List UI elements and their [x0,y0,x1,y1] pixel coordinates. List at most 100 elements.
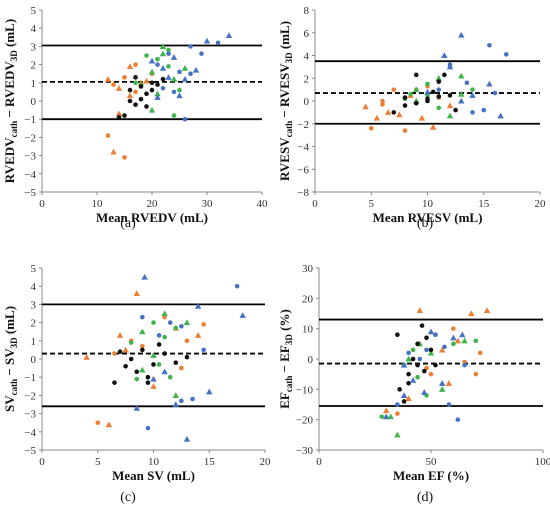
black-point [410,356,416,362]
y-axis-label: SVcath − SV3D (mL) [2,306,19,412]
black-point [134,369,140,375]
panel-label-d: (d) [416,490,434,505]
y-tick-label: 30 [302,263,314,275]
black-point [402,103,408,108]
orange-point [184,338,190,344]
orange-point [140,343,145,349]
blue-point [446,402,452,407]
black-point [144,91,149,97]
chart-c: −5 −4 −3 −2 −1 0 1 2 3 4 5 0 5 10 15 20 Mean SV (mL) SVca… [2,263,271,483]
blue-point [446,63,454,70]
blue-point [167,320,173,325]
blue-point [141,273,148,280]
black-point [144,104,149,109]
x-tick-label: 50 [426,456,438,468]
x-tick-label: 0 [39,456,45,468]
blue-point [436,87,442,92]
blue-point [406,350,411,356]
green-point [458,90,465,97]
green-point [379,414,385,419]
blue-point [409,377,417,383]
blue-point [225,32,233,39]
blue-point [165,74,172,80]
orange-point [395,411,400,416]
blue-point [148,57,156,64]
green-point [173,325,179,331]
panel-c: −5 −4 −3 −2 −1 0 1 2 3 4 5 0 5 10 15 20 Mean SV (mL) SVca… [0,258,275,483]
blue-point [201,347,206,353]
blue-point [192,66,200,73]
orange-point [105,421,113,428]
black-point [406,380,411,386]
y-tick-label: −1 [24,114,36,126]
orange-point [383,407,390,414]
x-axis-label: Mean RVEDV (mL) [96,210,208,225]
black-point [140,347,145,353]
blue-point [160,85,166,91]
blue-point [183,435,191,442]
blue-point [462,362,467,368]
blue-point [458,97,465,104]
y-tick-label: 20 [302,293,314,305]
x-tick-label: 10 [92,198,104,210]
black-point [149,87,155,93]
black-point [425,98,430,104]
blue-point [155,62,160,67]
green-point [413,86,420,93]
chart-b: −8 −6 −4 −2 0 2 4 6 8 0 5 10 15 20 Mean RVESV (mL) RVES… [277,5,546,225]
green-point [134,376,140,382]
black-point [436,79,442,84]
green-point [408,91,413,97]
blue-point [133,404,140,411]
green-point [159,50,167,57]
orange-point [194,332,202,338]
green-point [162,334,167,340]
green-point [461,337,468,344]
chart-a: −5 −4 −3 −2 −1 0 1 2 3 4 5 0 10 20 30 40 Mean RVEDV (mL)… [2,5,268,225]
blue-point [179,323,184,329]
panel-b: −8 −6 −4 −2 0 2 4 6 8 0 5 10 15 20 Mean RVESV (mL) RVES… [275,0,550,225]
y-tick-label: 8 [304,5,310,17]
green-point [394,431,401,438]
panel-label-b: (b) [416,216,434,231]
orange-point [380,98,385,104]
y-tick-label: −5 [24,445,36,457]
x-axis-label: Mean RVESV (mL) [373,210,483,225]
black-point [155,82,160,87]
y-tick-label: −8 [297,187,309,199]
black-point [138,84,144,89]
green-point [170,75,178,82]
blue-point [145,425,151,431]
black-point [151,362,156,367]
orange-point [362,103,369,110]
y-tick-label: −4 [24,427,36,439]
green-point [154,90,161,97]
panel-a: −5 −4 −3 −2 −1 0 1 2 3 4 5 0 10 20 30 40 Mean RVEDV (mL)… [0,0,275,225]
orange-point [115,110,123,117]
black-point [424,335,429,341]
black-point [413,100,419,106]
y-axis-label: RVESVcath − RVESV3D (mL) [277,21,294,181]
x-tick-label: 0 [312,198,318,210]
black-point [127,98,133,104]
orange-point [133,62,138,67]
y-tick-label: −4 [297,142,309,154]
blue-point [427,328,435,335]
orange-point [133,290,140,297]
y-tick-label: −30 [296,445,314,457]
blue-point [215,40,221,46]
black-point [447,93,453,98]
x-tick-label: 10 [422,198,434,210]
x-tick-label: 30 [202,198,214,210]
y-tick-label: −2 [24,390,36,402]
y-tick-label: 6 [304,28,310,40]
green-point [427,349,435,356]
orange-point [380,102,385,107]
orange-point [83,353,90,360]
blue-point [206,388,213,395]
blue-point [203,37,211,44]
y-tick-label: −5 [24,187,36,199]
blue-point [188,44,193,49]
green-point [133,80,138,86]
y-tick-label: 10 [302,324,314,336]
